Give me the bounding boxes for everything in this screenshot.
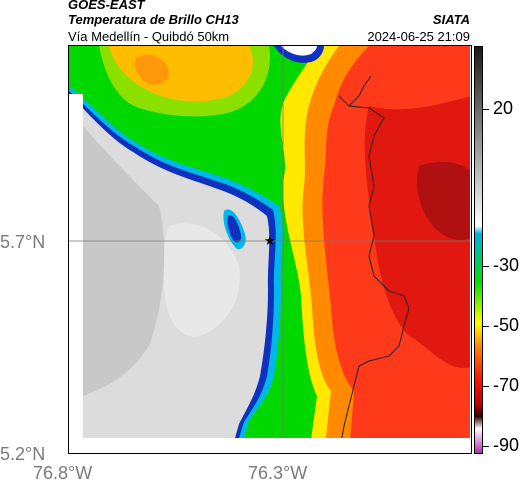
timestamp-label: 2024-06-25 21:09 bbox=[367, 29, 470, 44]
map-panel[interactable]: ★ bbox=[68, 45, 472, 454]
colorbar-tick-label: 20 bbox=[493, 98, 514, 118]
satellite-label: GOES-EAST bbox=[68, 0, 145, 12]
map-bottom-margin bbox=[69, 438, 471, 453]
colorbar-tick-label: -30 bbox=[493, 255, 520, 275]
north-yellow-blob bbox=[99, 46, 270, 117]
top-cloud-fragment-core bbox=[281, 46, 317, 56]
colorbar-tick bbox=[483, 326, 489, 327]
product-title: Temperatura de Brillo CH13 bbox=[68, 12, 239, 27]
colorbar-tick-label: -70 bbox=[493, 375, 520, 395]
boundary-line-north bbox=[348, 75, 372, 107]
map-right-margin bbox=[470, 46, 471, 453]
colorbar-tick bbox=[483, 109, 489, 110]
longitude-tick-label: 76.3°W bbox=[248, 463, 308, 483]
colorbar-tick bbox=[483, 386, 489, 387]
star-icon: ★ bbox=[264, 234, 276, 249]
latitude-tick-label: 5.2°N bbox=[0, 444, 46, 464]
latitude-tick-label: 5.7°N bbox=[0, 232, 46, 252]
west-edge-strip bbox=[69, 94, 83, 438]
coldest-core-region bbox=[417, 161, 471, 240]
land-shade-west bbox=[83, 126, 165, 396]
land-shade-center bbox=[164, 223, 240, 337]
brightness-temperature-map: ★ bbox=[69, 46, 471, 453]
longitude-tick-label: 76.8°W bbox=[33, 463, 93, 483]
colorbar-tick bbox=[483, 446, 489, 447]
small-cloud-blue bbox=[227, 215, 242, 243]
organization-label: SIATA bbox=[432, 12, 470, 27]
route-subtitle: Vía Medellín - Quibdó 50km bbox=[68, 29, 230, 44]
colorbar-tick bbox=[483, 266, 489, 267]
colorbar-tick-label: -50 bbox=[493, 315, 520, 335]
colorbar-tick-label: -90 bbox=[493, 435, 520, 455]
boundary-line bbox=[338, 95, 410, 453]
colorbar bbox=[474, 46, 483, 454]
